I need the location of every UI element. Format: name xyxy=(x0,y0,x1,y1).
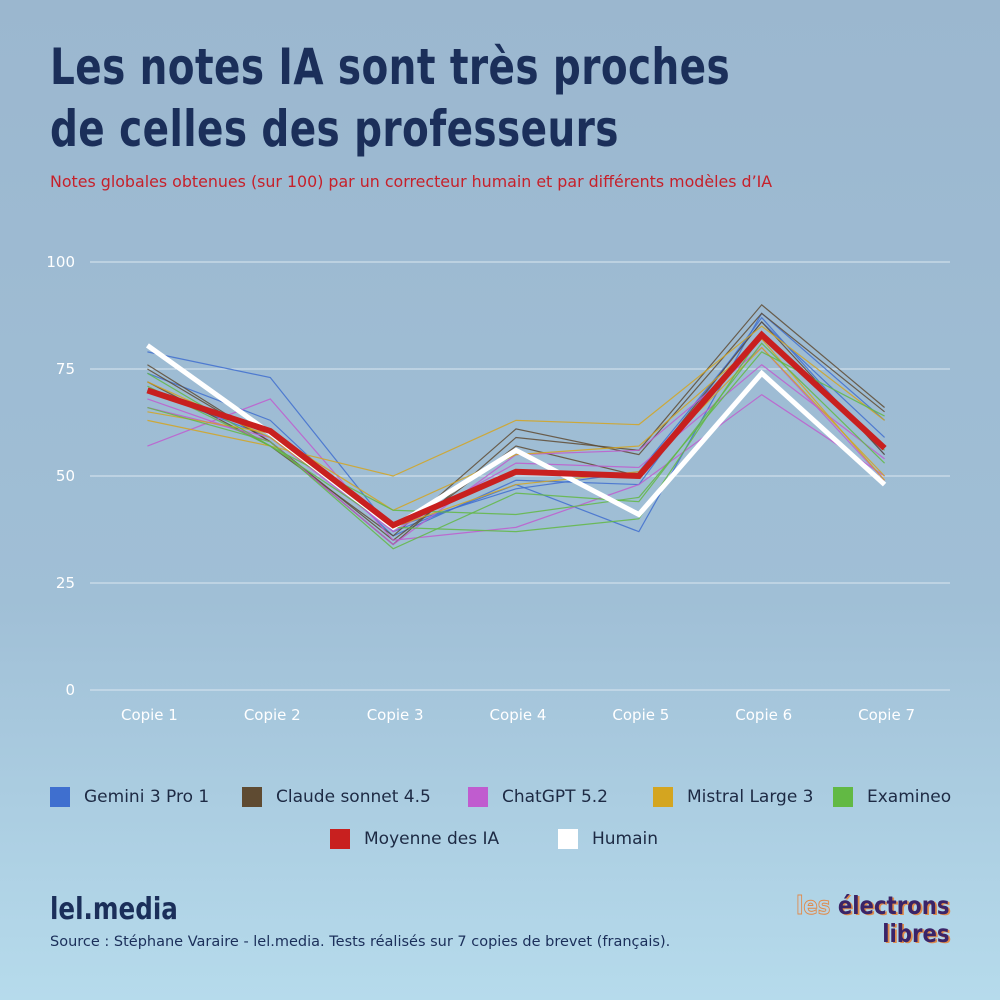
x-tick-label: Copie 1 xyxy=(121,706,178,724)
legend-item: Humain xyxy=(558,829,658,849)
legend-swatch xyxy=(330,829,350,849)
legend-swatch xyxy=(242,787,262,807)
legend-label: ChatGPT 5.2 xyxy=(502,787,608,807)
series-line-chatgpt-5-2 xyxy=(147,393,885,541)
les-electrons-libres-logo: les électrons libres xyxy=(796,891,950,948)
legend-swatch xyxy=(468,787,488,807)
legend-label: Claude sonnet 4.5 xyxy=(276,787,431,807)
logo-word-electrons: électrons xyxy=(838,891,950,920)
chart-title: Les notes IA sont très proches de celles… xyxy=(50,36,730,160)
x-tick-label: Copie 6 xyxy=(735,706,792,724)
logo-word-les: les xyxy=(796,891,831,920)
legend-label: Mistral Large 3 xyxy=(687,787,814,807)
y-tick-label: 75 xyxy=(56,360,75,378)
title-line-1: Les notes IA sont très proches xyxy=(50,38,731,96)
legend-swatch xyxy=(50,787,70,807)
line-chart: 0 25 50 75 100 Copie 1 Copie 2 Copie 3 Copie 4 Co… xyxy=(46,253,950,724)
legend-item: Gemini 3 Pro 1 xyxy=(50,787,209,807)
y-tick-label: 50 xyxy=(56,467,75,485)
title-line-2: de celles des professeurs xyxy=(50,100,619,158)
logo-line-2: libres xyxy=(882,919,950,948)
series-line-gemini-3-pro-1 xyxy=(147,316,886,537)
series-line-mistral-large-3 xyxy=(147,346,886,529)
chart-subtitle: Notes globales obtenues (sur 100) par un… xyxy=(50,172,773,191)
legend-item: Claude sonnet 4.5 xyxy=(242,787,431,807)
x-tick-label: Copie 4 xyxy=(490,706,547,724)
brand-name: lel.media xyxy=(50,892,178,927)
legend-item: Moyenne des IA xyxy=(330,829,499,849)
x-tick-label: Copie 7 xyxy=(858,706,915,724)
y-tick-label: 0 xyxy=(65,681,75,699)
x-tick-label: Copie 3 xyxy=(367,706,424,724)
legend-item: ChatGPT 5.2 xyxy=(468,787,608,807)
legend-swatch xyxy=(833,787,853,807)
x-tick-label: Copie 2 xyxy=(244,706,301,724)
series-line-humain xyxy=(145,343,887,531)
legend-swatch xyxy=(558,829,578,849)
source-note: Source : Stéphane Varaire - lel.media. T… xyxy=(50,934,671,950)
y-tick-label: 25 xyxy=(56,574,75,592)
legend-label: Examineo xyxy=(867,787,952,807)
legend-label: Gemini 3 Pro 1 xyxy=(84,787,210,807)
series-line-examineo xyxy=(147,342,885,550)
x-tick-label: Copie 5 xyxy=(612,706,669,724)
series-line-moyenne-des-ia xyxy=(146,330,887,529)
legend-item: Mistral Large 3 xyxy=(653,787,814,807)
legend-label: Humain xyxy=(592,829,659,849)
legend-swatch xyxy=(653,787,673,807)
y-tick-label: 100 xyxy=(46,253,75,271)
legend-label: Moyenne des IA xyxy=(364,829,500,849)
legend-item: Examineo xyxy=(833,787,951,807)
